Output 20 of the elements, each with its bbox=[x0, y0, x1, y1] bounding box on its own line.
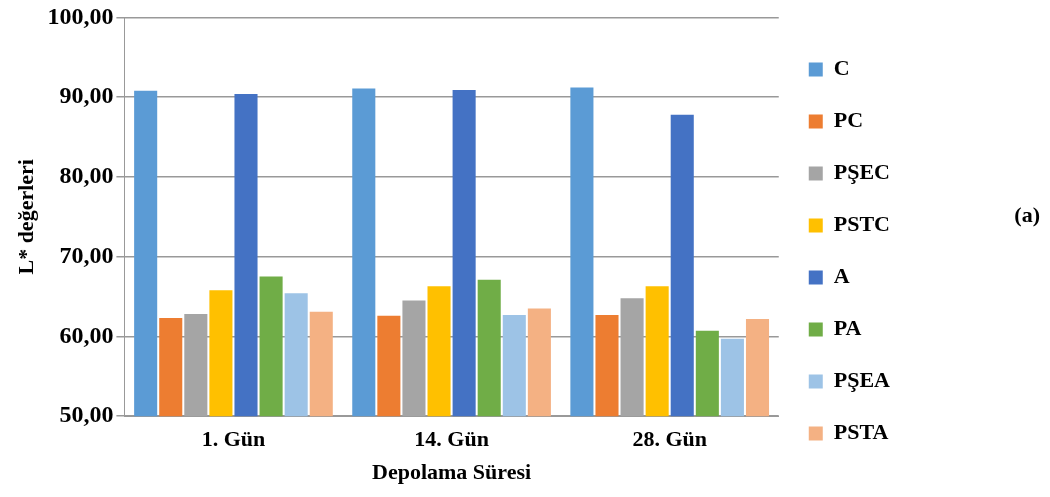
legend-label: PSTC bbox=[833, 211, 891, 237]
y-tick-label: 50,00 bbox=[59, 401, 114, 428]
y-tick-label: 100,00 bbox=[47, 2, 114, 29]
legend-label: PA bbox=[833, 315, 862, 341]
y-tick-label: 90,00 bbox=[59, 82, 114, 109]
legend-label: PSTA bbox=[833, 419, 889, 445]
y-tick-label: 80,00 bbox=[59, 162, 114, 189]
legend-label: A bbox=[833, 263, 850, 289]
x-axis-title: Depolama Süresi bbox=[372, 459, 532, 485]
y-axis-title: L* değerleri bbox=[12, 159, 38, 275]
x-tick-label: 14. Gün bbox=[414, 426, 489, 452]
legend-label: PC bbox=[833, 107, 864, 133]
text: (a) bbox=[1014, 202, 1040, 228]
x-tick-label: 1. Gün bbox=[201, 426, 266, 452]
x-tick-label: 28. Gün bbox=[632, 426, 707, 452]
legend-label: PŞEC bbox=[833, 159, 891, 185]
legend-label: PŞEA bbox=[833, 367, 891, 393]
legend-label: C bbox=[833, 55, 850, 81]
y-tick-label: 70,00 bbox=[59, 241, 114, 268]
y-tick-label: 60,00 bbox=[59, 321, 114, 348]
